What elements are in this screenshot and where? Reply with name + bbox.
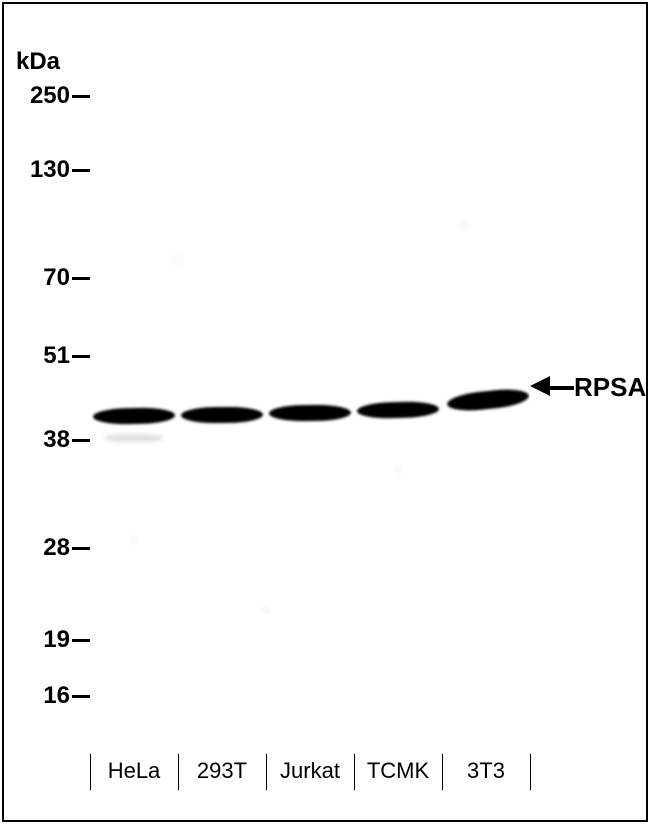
protein-band bbox=[269, 405, 351, 422]
mw-tick bbox=[72, 547, 90, 550]
lane-label: TCMK bbox=[354, 758, 442, 786]
arrow-head-icon bbox=[530, 376, 550, 396]
mw-label: 51 bbox=[0, 342, 70, 370]
lane-label: Jurkat bbox=[266, 758, 354, 786]
mw-tick bbox=[72, 277, 90, 280]
mw-tick bbox=[72, 355, 90, 358]
mw-tick bbox=[72, 639, 90, 642]
target-protein-label: RPSA bbox=[574, 372, 646, 403]
mw-tick bbox=[72, 695, 90, 698]
mw-label: 38 bbox=[0, 426, 70, 454]
mw-tick bbox=[72, 169, 90, 172]
faint-band bbox=[104, 434, 164, 442]
lane-label: 293T bbox=[178, 758, 266, 786]
lane-label: HeLa bbox=[90, 758, 178, 786]
mw-label: 19 bbox=[0, 626, 70, 654]
mw-tick bbox=[72, 439, 90, 442]
y-axis-unit: kDa bbox=[16, 48, 60, 76]
lane-label: 3T3 bbox=[442, 758, 530, 786]
mw-label: 70 bbox=[0, 264, 70, 292]
mw-label: 16 bbox=[0, 682, 70, 710]
mw-label: 28 bbox=[0, 534, 70, 562]
mw-label: 250 bbox=[0, 82, 70, 110]
blot-figure: kDa 250 130 70 51 38 28 19 16 HeLa293TJurkatTCM… bbox=[0, 0, 650, 824]
blot-membrane bbox=[90, 50, 530, 750]
mw-label: 130 bbox=[0, 156, 70, 184]
arrow-line bbox=[548, 386, 574, 390]
protein-band bbox=[181, 407, 263, 424]
lane-separator bbox=[530, 754, 531, 790]
mw-tick bbox=[72, 95, 90, 98]
